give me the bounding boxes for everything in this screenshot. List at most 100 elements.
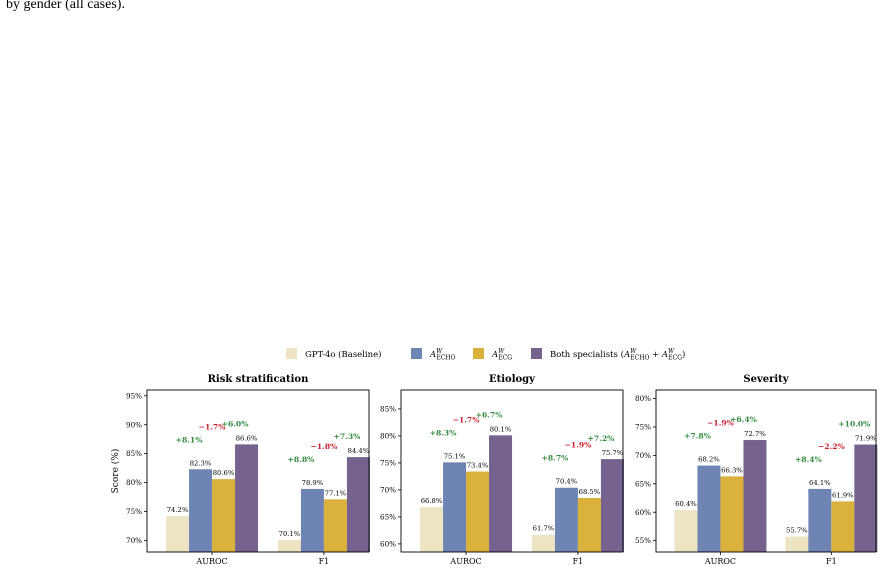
y-tick-label: 90% (126, 420, 142, 429)
delta-label: −1.9% (707, 419, 735, 428)
bar-ecg-auroc (212, 479, 236, 552)
legend-label-baseline: GPT-4o (Baseline) (305, 349, 381, 360)
y-tick-label: 60% (380, 540, 396, 549)
bar-value-label: 61.9% (832, 491, 854, 499)
bar-both-auroc (489, 435, 513, 552)
panel-title: Severity (743, 374, 789, 385)
delta-label: −1.9% (565, 441, 593, 450)
delta-label: −1.7% (199, 422, 227, 431)
y-tick-label: 85% (380, 405, 396, 414)
delta-label: +7.2% (588, 434, 616, 443)
bar-baseline-auroc (420, 507, 444, 552)
bar-value-label: 70.4% (556, 478, 578, 486)
bar-baseline-auroc (166, 516, 190, 552)
bar-value-label: 71.9% (855, 435, 877, 443)
delta-label: +7.8% (684, 432, 712, 441)
x-tick-label: AUROC (195, 557, 227, 566)
bar-both-f1 (600, 459, 624, 552)
y-tick-label: 75% (380, 459, 396, 468)
panel-frame (146, 389, 370, 553)
panel-title: Etiology (489, 374, 536, 385)
x-tick-label: AUROC (449, 557, 481, 566)
bar-echo-auroc (697, 465, 721, 552)
delta-label: +7.3% (334, 432, 362, 441)
chart-panels: Risk stratification 70% 75% 80% 85% 90% 95% Sco… (110, 374, 878, 566)
bar-value-label: 72.7% (744, 430, 766, 438)
bar-value-label: 55.7% (786, 527, 808, 535)
bar-echo-f1 (554, 487, 578, 552)
legend-swatch-ecg (473, 348, 484, 359)
bar-value-label: 78.9% (302, 479, 324, 487)
bar-value-label: 74.2% (167, 506, 189, 514)
bar-baseline-f1 (531, 534, 555, 552)
x-tick-label: AUROC (704, 557, 736, 566)
bar-baseline-auroc (674, 509, 698, 552)
bar-value-label: 64.1% (809, 479, 831, 487)
bar-both-f1 (854, 444, 878, 552)
bar-value-label: 66.3% (721, 466, 743, 474)
y-tick-label: 55% (635, 536, 651, 545)
delta-label: +6.0% (222, 419, 250, 428)
bar-value-label: 68.5% (579, 488, 601, 496)
bar-ecg-f1 (323, 499, 347, 552)
bar-value-label: 75.1% (444, 452, 466, 460)
y-tick-label: 60% (635, 508, 651, 517)
panel-frame (400, 389, 624, 553)
delta-label: −1.7% (453, 415, 481, 424)
bar-echo-f1 (808, 488, 832, 552)
bar-ecg-f1 (577, 498, 601, 552)
bar-baseline-f1 (277, 539, 301, 552)
y-tick-label: 85% (126, 449, 142, 458)
bar-value-label: 86.6% (236, 434, 258, 442)
delta-label: +8.1% (176, 435, 204, 444)
y-tick-label: 70% (380, 486, 396, 495)
bar-echo-auroc (443, 462, 467, 552)
bar-value-label: 61.7% (533, 525, 555, 533)
x-tick-label: F1 (826, 557, 837, 566)
y-tick-label: 80% (126, 478, 142, 487)
bar-value-label: 80.1% (490, 425, 512, 433)
delta-label: +10.0% (838, 420, 871, 429)
bar-value-label: 73.4% (467, 462, 489, 470)
bar-value-label: 77.1% (325, 489, 347, 497)
y-tick-label: 75% (126, 507, 142, 516)
bar-value-label: 66.8% (421, 497, 443, 505)
bar-both-auroc (743, 440, 767, 552)
y-tick-label: 70% (126, 536, 142, 545)
panel-risk-stratification: Risk stratification 70% 75% 80% 85% 90% 95% Sco… (110, 374, 370, 566)
delta-label: +8.7% (542, 454, 570, 463)
x-tick-label: F1 (573, 557, 584, 566)
bar-value-label: 68.2% (698, 456, 720, 464)
bar-baseline-f1 (785, 536, 809, 552)
panel-frame (655, 389, 877, 553)
y-tick-label: 70% (635, 451, 651, 460)
legend-item-baseline: GPT-4o (Baseline) (286, 348, 381, 360)
bar-echo-f1 (300, 488, 324, 552)
figure-caption: by gender (all cases). (6, 0, 125, 12)
delta-label: +8.3% (430, 428, 458, 437)
y-axis-label: Score (%) (110, 449, 121, 494)
bar-value-label: 70.1% (279, 530, 301, 538)
bar-value-label: 80.6% (213, 469, 235, 477)
legend-swatch-baseline (286, 348, 297, 359)
panel-title: Risk stratification (208, 374, 309, 385)
bar-echo-auroc (189, 469, 213, 552)
bar-value-label: 84.4% (348, 447, 370, 455)
bar-value-label: 82.3% (190, 459, 212, 467)
bar-both-f1 (346, 457, 370, 552)
bar-ecg-f1 (831, 501, 855, 552)
y-tick-label: 80% (380, 432, 396, 441)
delta-label: −2.2% (818, 442, 846, 451)
bar-value-label: 75.7% (602, 449, 624, 457)
legend-swatch-echo (411, 348, 422, 359)
x-tick-label: F1 (319, 557, 330, 566)
y-tick-label: 80% (635, 394, 651, 403)
bar-ecg-auroc (720, 476, 744, 552)
